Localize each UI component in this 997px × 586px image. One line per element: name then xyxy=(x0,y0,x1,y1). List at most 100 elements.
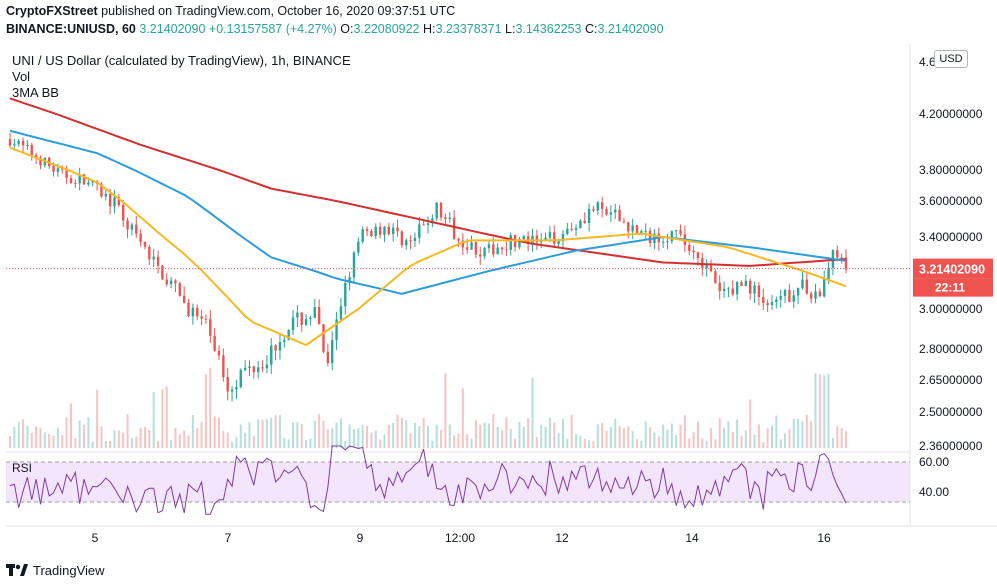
candle-body xyxy=(126,220,129,230)
volume-bar xyxy=(627,426,630,448)
volume-bar xyxy=(400,418,403,448)
candle-body xyxy=(52,166,55,172)
candle-body xyxy=(239,370,242,388)
candle-body xyxy=(313,307,316,318)
volume-bar xyxy=(178,434,181,448)
candle-body xyxy=(696,252,700,259)
volume-bar xyxy=(418,426,421,448)
ma-mid-line xyxy=(9,129,847,295)
candle-body xyxy=(322,324,325,352)
volume-bar xyxy=(339,418,342,448)
volume-bar xyxy=(74,438,77,448)
candle-body xyxy=(17,140,20,145)
volume-bar xyxy=(383,434,386,448)
rsi-tick-label: 60.00 xyxy=(919,455,949,469)
volume-bar xyxy=(143,426,146,448)
candle-body xyxy=(483,248,486,257)
volume-bar xyxy=(514,438,517,448)
volume-bar xyxy=(588,440,591,448)
volume-bar xyxy=(705,440,708,448)
publisher-name[interactable]: CryptoFXStreet xyxy=(6,4,98,18)
candle-body xyxy=(108,194,112,207)
volume-bar xyxy=(683,415,686,448)
volume-bar xyxy=(461,388,464,448)
volume-bar xyxy=(78,420,81,448)
volume-bar xyxy=(701,438,704,448)
open-label: O: xyxy=(340,22,354,36)
candle-body xyxy=(191,307,195,317)
volume-bar xyxy=(710,427,713,448)
volume-bar xyxy=(544,426,547,448)
volume-bar xyxy=(622,428,625,448)
candle-body xyxy=(265,364,269,369)
volume-bar xyxy=(370,432,373,448)
brand-name[interactable]: TradingView xyxy=(33,562,105,578)
symbol-label: BINANCE:UNIUSD, 60 xyxy=(6,22,136,36)
legend-vol[interactable]: Vol xyxy=(12,69,31,84)
volume-bar xyxy=(239,424,242,448)
candle-body xyxy=(487,244,491,249)
volume-bar xyxy=(326,429,329,448)
candle-body xyxy=(570,228,573,230)
volume-bar xyxy=(261,419,264,448)
candle-body xyxy=(352,252,356,278)
candle-body xyxy=(169,280,173,285)
candle-body xyxy=(426,223,430,226)
candle-body xyxy=(74,182,77,184)
volume-bar xyxy=(605,430,608,448)
volume-bar xyxy=(352,429,355,448)
currency-button[interactable]: USD xyxy=(934,50,968,68)
candle-body xyxy=(226,377,229,392)
volume-bar xyxy=(30,432,33,448)
volume-bar xyxy=(413,422,416,448)
volume-bar xyxy=(614,418,617,448)
candle-body xyxy=(87,182,90,185)
candle-body xyxy=(56,168,60,172)
volume-bar xyxy=(231,441,234,448)
candle-body xyxy=(222,355,225,378)
volume-bar xyxy=(113,430,116,448)
volume-bar xyxy=(313,420,316,448)
candle-body xyxy=(409,240,412,242)
volume-bar xyxy=(501,429,504,448)
candle-body xyxy=(792,295,795,302)
candle-body xyxy=(557,241,560,244)
volume-bar xyxy=(453,435,456,448)
volume-bar xyxy=(609,426,612,448)
volume-bar xyxy=(814,373,817,448)
x-tick-label: 9 xyxy=(357,531,364,545)
volume-bar xyxy=(161,389,164,448)
volume-bar xyxy=(740,435,743,448)
candle-body xyxy=(387,226,391,235)
candle-body xyxy=(762,297,765,303)
volume-bar xyxy=(670,423,673,448)
volume-bar xyxy=(836,426,839,448)
candle-body xyxy=(648,230,652,244)
candle-body xyxy=(444,217,447,220)
candle-body xyxy=(156,256,160,266)
publish-header: CryptoFXStreet published on TradingView.… xyxy=(6,4,455,18)
candle-body xyxy=(65,168,68,179)
volume-bar xyxy=(69,403,72,448)
volume-bar xyxy=(318,414,321,448)
candle-body xyxy=(844,257,848,270)
legend-ma[interactable]: 3MA BB xyxy=(12,85,59,100)
candle-body xyxy=(431,218,434,224)
countdown-tag xyxy=(913,278,993,297)
volume-bar xyxy=(792,418,795,448)
candle-body xyxy=(592,208,595,211)
candle-body xyxy=(187,302,190,317)
volume-bar xyxy=(204,374,207,448)
volume-bar xyxy=(104,441,107,448)
volume-bar xyxy=(287,439,290,448)
y-tick-label: 4.6 xyxy=(919,55,936,69)
price-chart[interactable]: RSI 4.6 4.20000000 3.80000000 3.60000000 3.40… xyxy=(0,44,997,554)
volume-bar xyxy=(135,436,138,448)
candle-body xyxy=(744,280,748,286)
candle-body xyxy=(796,288,800,296)
y-tick-label: 2.65000000 xyxy=(919,373,983,387)
volume-bar xyxy=(566,438,569,448)
volume-bar xyxy=(805,414,808,448)
candle-body xyxy=(78,174,81,184)
candle-body xyxy=(553,232,556,244)
